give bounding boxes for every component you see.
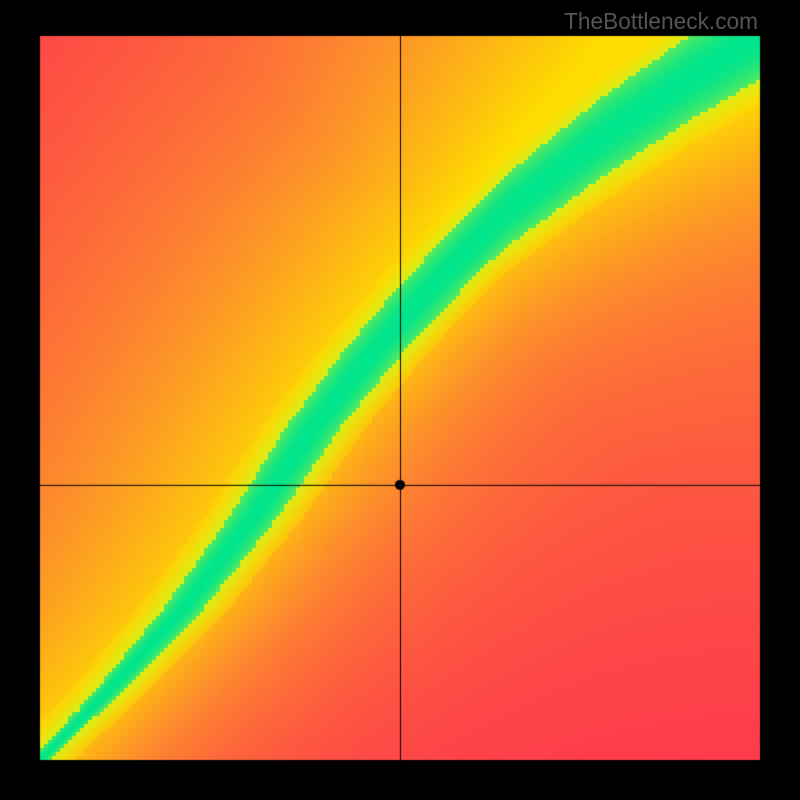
watermark-text: TheBottleneck.com: [564, 8, 758, 35]
chart-container: TheBottleneck.com: [0, 0, 800, 800]
heatmap-canvas: [0, 0, 800, 800]
